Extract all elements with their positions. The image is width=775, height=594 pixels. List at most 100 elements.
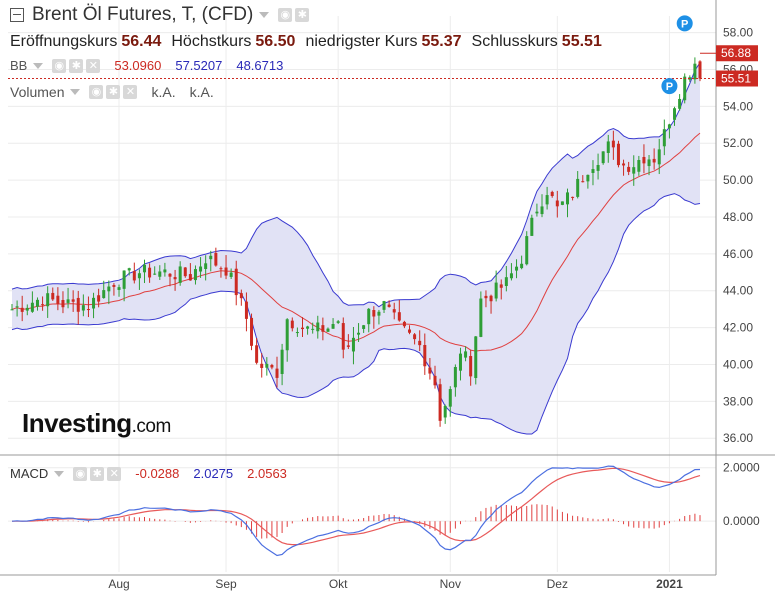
volume-value-2: k.A. (189, 84, 214, 100)
close-icon[interactable]: ✕ (123, 85, 138, 99)
bollinger-upper-line (11, 62, 701, 308)
candle-body (550, 191, 554, 197)
candle-body (377, 311, 381, 316)
candle-body (316, 322, 320, 332)
candle-body (448, 389, 452, 407)
open-label: Eröffnungskurs (10, 33, 118, 50)
macd-tick-label: 0.0000 (723, 514, 760, 528)
price-tick-label: 58.00 (723, 26, 753, 40)
close-icon[interactable]: ✕ (107, 466, 122, 481)
candle-body (285, 319, 289, 351)
gear-icon[interactable]: ✱ (90, 466, 105, 481)
bb-upper-value: 57.5207 (175, 58, 223, 73)
candle-body (311, 328, 315, 330)
eye-icon[interactable]: ◉ (73, 466, 88, 481)
candle-body (35, 299, 39, 307)
price-tick-label: 44.00 (723, 284, 753, 298)
investing-logo: Investing.com (22, 408, 171, 439)
candle-body (56, 295, 60, 304)
low-value: 55.37 (421, 33, 462, 50)
candle-body (193, 269, 197, 281)
price-tick-label: 38.00 (723, 394, 753, 408)
candle-body (494, 282, 498, 299)
candle-body (683, 76, 687, 101)
candle-body (132, 271, 136, 281)
candle-body (632, 167, 636, 174)
candle-body (693, 63, 697, 80)
candle-body (102, 290, 106, 299)
macd-tick-label: 2.0000 (723, 461, 760, 475)
candle-body (214, 252, 218, 266)
macd-label: MACD (10, 466, 49, 481)
chevron-down-icon[interactable] (70, 89, 81, 95)
eye-icon[interactable]: ◉ (89, 85, 104, 99)
bb-mid-value: 53.0960 (114, 58, 162, 73)
candle-body (581, 181, 585, 183)
low-label: niedrigster Kurs (305, 33, 418, 50)
candle-body (295, 332, 299, 334)
candle-body (525, 236, 529, 265)
candle-body (30, 302, 34, 312)
candle-body (66, 299, 70, 303)
logo-main: Investing (22, 408, 132, 438)
candle-body (107, 286, 111, 292)
candle-body (637, 160, 641, 172)
gear-icon[interactable]: ✱ (69, 58, 84, 73)
candle-body (387, 304, 391, 307)
macd-signal-value: 2.0563 (247, 466, 287, 481)
time-tick-label: Okt (329, 577, 348, 591)
candle-body (662, 129, 666, 147)
candle-body (362, 325, 366, 329)
candle-body (97, 295, 101, 302)
close-label: Schlusskurs (471, 33, 558, 50)
candle-body (122, 270, 126, 289)
candle-body (464, 351, 468, 358)
candle-body (540, 206, 544, 215)
candle-body (453, 367, 457, 388)
candle-body (652, 158, 656, 163)
time-tick-label: Aug (108, 577, 129, 591)
candle-body (367, 308, 371, 325)
chevron-down-icon[interactable] (54, 470, 65, 477)
candle-body (474, 336, 478, 379)
time-tick-label: Nov (440, 577, 461, 591)
logo-suffix: .com (131, 416, 172, 437)
candle-body (76, 297, 80, 312)
bollinger-lower-line (11, 193, 701, 435)
candle-body (300, 327, 304, 330)
candle-body (479, 298, 483, 337)
price-tick-label: 50.00 (723, 173, 753, 187)
candle-body (255, 345, 259, 363)
candle-body (535, 211, 539, 214)
candle-body (61, 299, 65, 308)
collapse-icon[interactable] (10, 8, 24, 22)
candle-body (346, 345, 350, 347)
candle-body (397, 312, 401, 321)
candle-body (244, 301, 248, 319)
candle-body (591, 169, 595, 173)
candle-body (41, 304, 45, 306)
chevron-down-icon[interactable] (259, 12, 270, 18)
candle-body (530, 217, 534, 236)
candle-body (158, 271, 162, 277)
candle-body (336, 321, 340, 323)
candle-body (499, 284, 503, 288)
price-tick-label: 54.00 (723, 99, 753, 113)
macd-signal-line (11, 467, 701, 546)
close-icon[interactable]: ✕ (86, 58, 101, 73)
eye-icon[interactable]: ◉ (278, 8, 293, 22)
candle-body (188, 274, 192, 281)
candle-body (489, 295, 493, 302)
candle-body (199, 266, 203, 272)
candle-body (224, 267, 228, 276)
eye-icon[interactable]: ◉ (52, 58, 67, 73)
candle-body (484, 295, 488, 299)
candle-body (520, 263, 524, 269)
pivot-marker (676, 15, 693, 32)
chevron-down-icon[interactable] (33, 62, 44, 69)
macd-hist-value: -0.0288 (135, 466, 180, 481)
gear-icon[interactable]: ✱ (295, 8, 310, 22)
candle-body (606, 141, 610, 153)
gear-icon[interactable]: ✱ (106, 85, 121, 99)
macd-line (11, 465, 701, 557)
